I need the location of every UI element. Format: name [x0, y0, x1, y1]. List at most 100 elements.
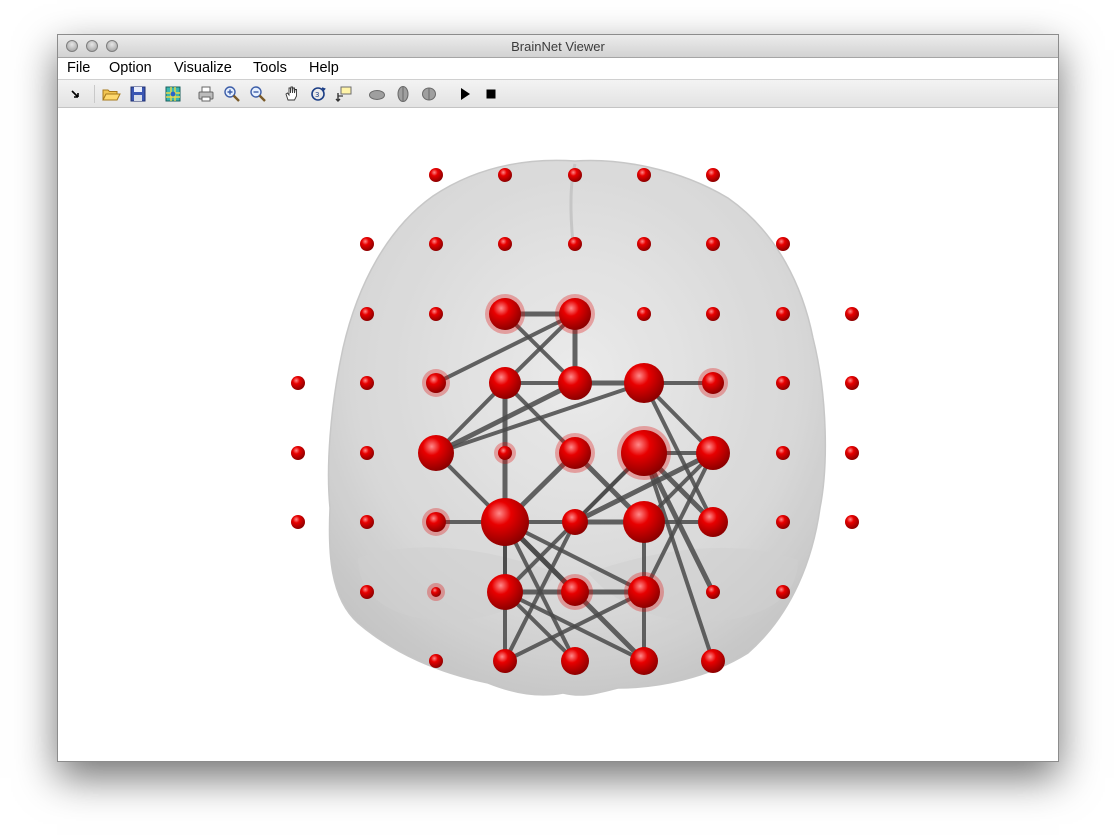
network-node — [562, 509, 588, 535]
network-node — [559, 298, 591, 330]
network-node — [698, 507, 728, 537]
network-node — [418, 435, 454, 471]
toolbar: 3 — [58, 80, 1058, 108]
network-node — [630, 647, 658, 675]
network-node — [623, 501, 665, 543]
network-node — [637, 307, 651, 321]
network-node — [431, 587, 441, 597]
network-node — [776, 446, 790, 460]
menu-visualize[interactable]: Visualize — [174, 60, 232, 76]
menu-bar: File Option Visualize Tools Help — [58, 58, 1058, 80]
network-node — [429, 654, 443, 668]
network-node — [498, 237, 512, 251]
network-node — [776, 515, 790, 529]
menu-option[interactable]: Option — [109, 60, 152, 76]
zoom-in-icon[interactable] — [221, 83, 243, 105]
network-node — [696, 436, 730, 470]
network-node — [360, 237, 374, 251]
minimize-window-button[interactable] — [86, 40, 98, 52]
network-node — [561, 578, 589, 606]
network-node — [845, 446, 859, 460]
brain-network-canvas[interactable] — [58, 108, 1058, 761]
network-node — [360, 446, 374, 460]
brain-network-plot — [291, 159, 859, 696]
network-node — [498, 446, 512, 460]
network-node — [360, 515, 374, 529]
network-node — [621, 430, 667, 476]
network-node — [429, 168, 443, 182]
arrow-cursor-icon[interactable] — [64, 83, 86, 105]
print-icon[interactable] — [195, 83, 217, 105]
network-node — [426, 512, 446, 532]
network-edge — [503, 590, 646, 663]
menu-help[interactable]: Help — [309, 60, 339, 76]
network-node — [489, 298, 521, 330]
network-node — [561, 647, 589, 675]
network-node — [706, 168, 720, 182]
network-edge — [503, 520, 646, 594]
brainnet-viewer-window: BrainNet Viewer File Option Visualize To… — [57, 34, 1059, 762]
network-edge — [642, 451, 715, 663]
network-node — [360, 307, 374, 321]
network-node — [845, 376, 859, 390]
menu-file[interactable]: File — [67, 60, 91, 76]
network-node — [628, 576, 660, 608]
brain-side-view-icon[interactable] — [366, 83, 388, 105]
data-cursor-icon[interactable] — [333, 83, 355, 105]
network-node — [624, 363, 664, 403]
network-node — [701, 649, 725, 673]
network-node — [706, 237, 720, 251]
network-node — [637, 168, 651, 182]
svg-text:3: 3 — [315, 91, 319, 99]
network-node — [706, 307, 720, 321]
pan-hand-icon[interactable] — [281, 83, 303, 105]
network-node — [291, 515, 305, 529]
network-edge — [503, 312, 577, 385]
network-node — [291, 446, 305, 460]
network-node — [776, 307, 790, 321]
network-node — [776, 585, 790, 599]
network-node — [776, 237, 790, 251]
play-icon[interactable] — [454, 83, 476, 105]
network-node — [291, 376, 305, 390]
open-folder-icon[interactable] — [100, 83, 122, 105]
brain-front-view-icon[interactable] — [418, 83, 440, 105]
network-edge — [572, 450, 716, 525]
network-node — [360, 585, 374, 599]
toolbar-separator — [94, 85, 95, 103]
network-node — [845, 515, 859, 529]
network-node — [489, 367, 521, 399]
brain-top-view-icon[interactable] — [392, 83, 414, 105]
network-edge — [434, 312, 577, 385]
close-window-button[interactable] — [66, 40, 78, 52]
network-node — [481, 498, 529, 546]
network-node — [568, 237, 582, 251]
network-node — [429, 307, 443, 321]
network-edge — [642, 381, 715, 524]
nodes-layer — [291, 168, 859, 675]
network-node — [559, 437, 591, 469]
zoom-window-button[interactable] — [106, 40, 118, 52]
network-node — [429, 237, 443, 251]
network-node — [776, 376, 790, 390]
menu-tools[interactable]: Tools — [253, 60, 287, 76]
network-node — [702, 372, 724, 394]
network-node — [568, 168, 582, 182]
network-node — [637, 237, 651, 251]
colormap-icon[interactable] — [162, 83, 184, 105]
network-node — [706, 585, 720, 599]
save-disk-icon[interactable] — [127, 83, 149, 105]
zoom-out-icon[interactable] — [247, 83, 269, 105]
stop-icon[interactable] — [480, 83, 502, 105]
window-title: BrainNet Viewer — [511, 39, 605, 54]
network-node — [493, 649, 517, 673]
title-bar: BrainNet Viewer — [58, 35, 1058, 58]
network-edge — [503, 381, 577, 455]
network-node — [558, 366, 592, 400]
network-node — [426, 373, 446, 393]
rotate-3d-icon[interactable]: 3 — [307, 83, 329, 105]
network-node — [487, 574, 523, 610]
network-node — [845, 307, 859, 321]
network-node — [360, 376, 374, 390]
network-node — [498, 168, 512, 182]
